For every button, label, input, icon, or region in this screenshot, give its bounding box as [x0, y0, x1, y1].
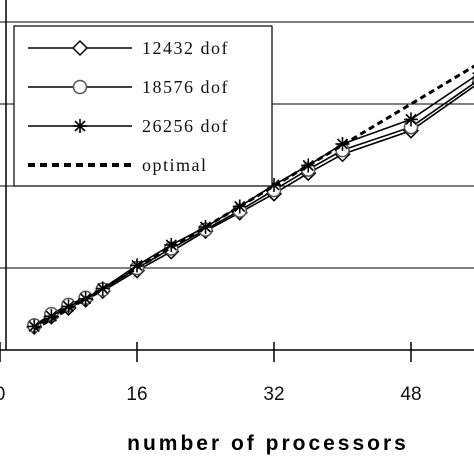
legend-marker	[72, 79, 88, 95]
x-ticks: 0 16 32 48	[0, 342, 422, 405]
data-point	[232, 199, 247, 214]
data-point	[27, 319, 42, 334]
legend-label: 26256 dof	[142, 116, 229, 136]
legend-entry-1: 18576 dof	[28, 77, 229, 97]
series-3	[33, 64, 474, 331]
series-layer	[26, 64, 474, 335]
legend-marker	[71, 39, 89, 57]
x-tick-label: 48	[400, 384, 421, 405]
legend-entry-2: 26256 dof	[28, 116, 229, 136]
legend-label: optimal	[142, 155, 208, 175]
legend-marker	[73, 119, 87, 133]
data-point	[95, 281, 110, 296]
legend-label: 18576 dof	[142, 77, 229, 97]
x-axis-title: number of processors	[127, 432, 409, 455]
legend-label: 12432 dof	[142, 38, 229, 58]
x-tick-label: 32	[263, 384, 284, 405]
data-point	[44, 309, 59, 324]
series-2	[27, 68, 474, 334]
legend-entry-0: 12432 dof	[28, 38, 229, 58]
data-point	[164, 237, 179, 252]
data-point	[404, 112, 418, 127]
legend-entry-3: optimal	[28, 155, 208, 175]
legend-box	[13, 25, 273, 187]
plot-frame	[0, 0, 474, 351]
series-line-3	[33, 64, 474, 331]
x-tick-label: 16	[126, 384, 147, 405]
legend: 12432 dof 18576 dof 26256 dof optimal	[13, 25, 273, 187]
data-point	[78, 291, 93, 306]
data-point	[301, 158, 316, 173]
x-tick-label: 0	[0, 384, 5, 405]
data-point	[198, 220, 213, 234]
